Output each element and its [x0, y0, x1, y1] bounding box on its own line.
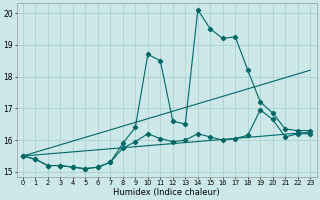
- X-axis label: Humidex (Indice chaleur): Humidex (Indice chaleur): [113, 188, 220, 197]
